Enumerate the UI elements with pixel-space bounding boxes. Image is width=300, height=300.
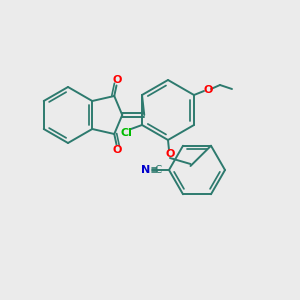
Text: N: N xyxy=(141,165,151,175)
Text: O: O xyxy=(112,75,122,85)
Text: Cl: Cl xyxy=(120,128,132,138)
Text: O: O xyxy=(165,149,175,159)
Text: C: C xyxy=(154,165,162,175)
Text: O: O xyxy=(203,85,213,95)
Text: O: O xyxy=(112,145,122,155)
